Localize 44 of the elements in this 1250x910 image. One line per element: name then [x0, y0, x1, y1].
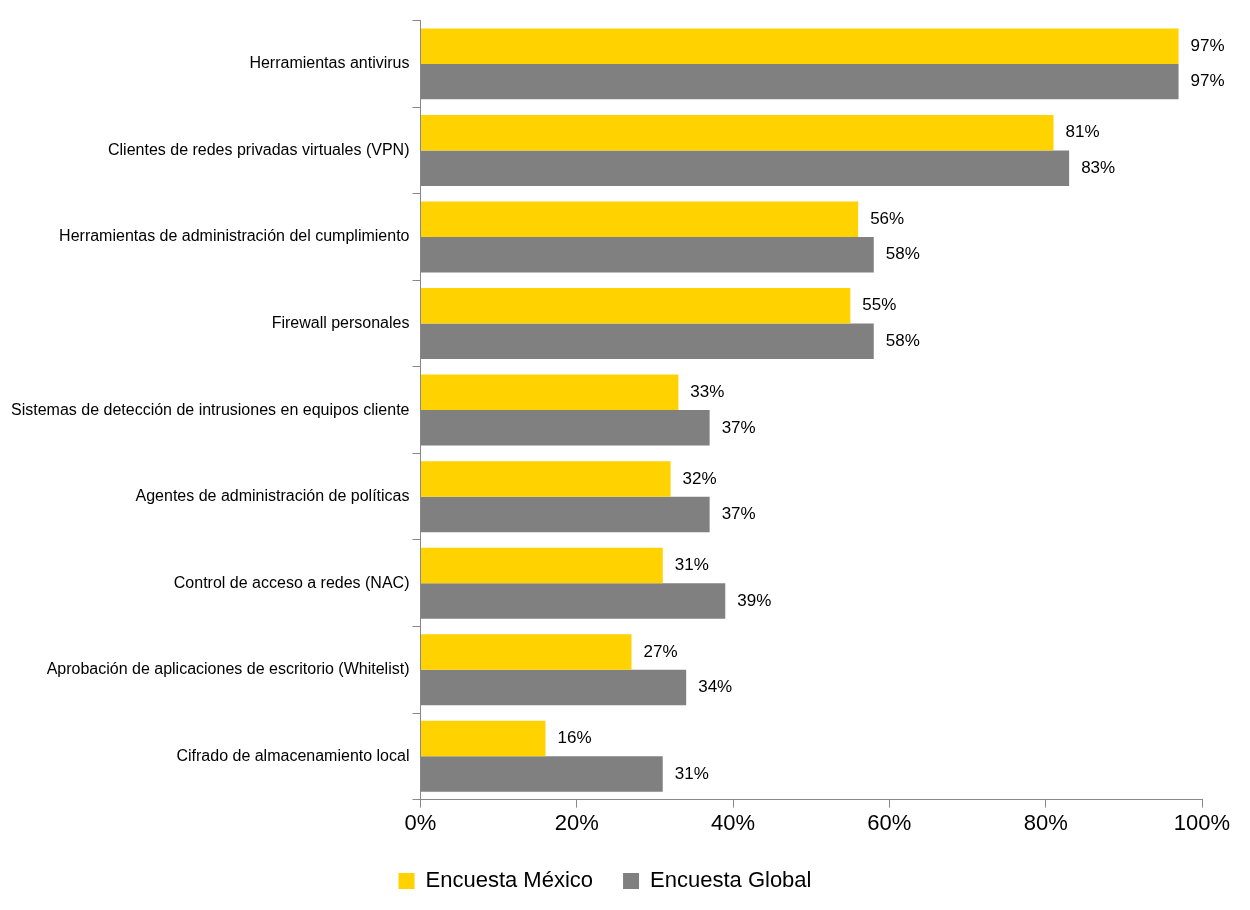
data-label: 97%	[1190, 71, 1225, 91]
bar	[420, 201, 859, 237]
y-tick-label: Sistemas de detección de intrusiones en equipos cliente	[11, 400, 410, 418]
data-label: 33%	[690, 382, 725, 402]
bar	[420, 720, 546, 757]
data-label: 32%	[682, 468, 717, 488]
data-label: 83%	[1081, 157, 1116, 177]
y-tick-label: Aprobación de aplicaciones de escritorio (Whitelist)	[46, 660, 410, 678]
data-label: 27%	[643, 641, 678, 661]
y-tick-label: Control de acceso a redes (NAC)	[173, 573, 410, 591]
y-tick-label: Clientes de redes privadas virtuales (VPN)	[108, 140, 410, 158]
data-label: 37%	[721, 504, 756, 524]
bar	[420, 547, 663, 584]
y-tick-label: Herramientas antivirus	[249, 54, 410, 72]
data-label: 37%	[721, 417, 756, 437]
bar	[420, 374, 679, 411]
data-label: 31%	[674, 555, 709, 575]
data-label: 58%	[885, 244, 920, 264]
x-tick-label: 20%	[554, 809, 599, 835]
y-tick-label: Agentes de administración de políticas	[135, 487, 410, 505]
data-label: 97%	[1190, 35, 1225, 55]
bar	[420, 114, 1054, 151]
data-label: 58%	[885, 330, 920, 350]
data-label: 81%	[1065, 122, 1100, 142]
bar	[420, 634, 632, 670]
data-label: 39%	[737, 590, 772, 610]
bar	[420, 28, 1179, 64]
legend-label: Encuesta Global	[650, 867, 812, 893]
x-tick-label: 100%	[1173, 809, 1231, 835]
data-label: 16%	[557, 728, 592, 748]
bar	[420, 461, 671, 497]
bar	[420, 288, 851, 324]
y-tick-label: Firewall personales	[271, 313, 410, 331]
x-tick-label: 40%	[711, 809, 756, 835]
data-label: 34%	[698, 677, 733, 697]
data-label: 31%	[674, 763, 709, 783]
x-tick-label: 80%	[1023, 809, 1068, 835]
legend-label: Encuesta México	[425, 867, 594, 893]
y-tick-label: Cifrado de almacenamiento local	[176, 746, 410, 764]
data-label: 55%	[862, 295, 897, 315]
data-label: 56%	[870, 208, 905, 228]
x-tick-label: 60%	[867, 809, 912, 835]
x-tick-label: 0%	[404, 809, 437, 835]
y-tick-label: Herramientas de administración del cumplimiento	[59, 227, 410, 245]
